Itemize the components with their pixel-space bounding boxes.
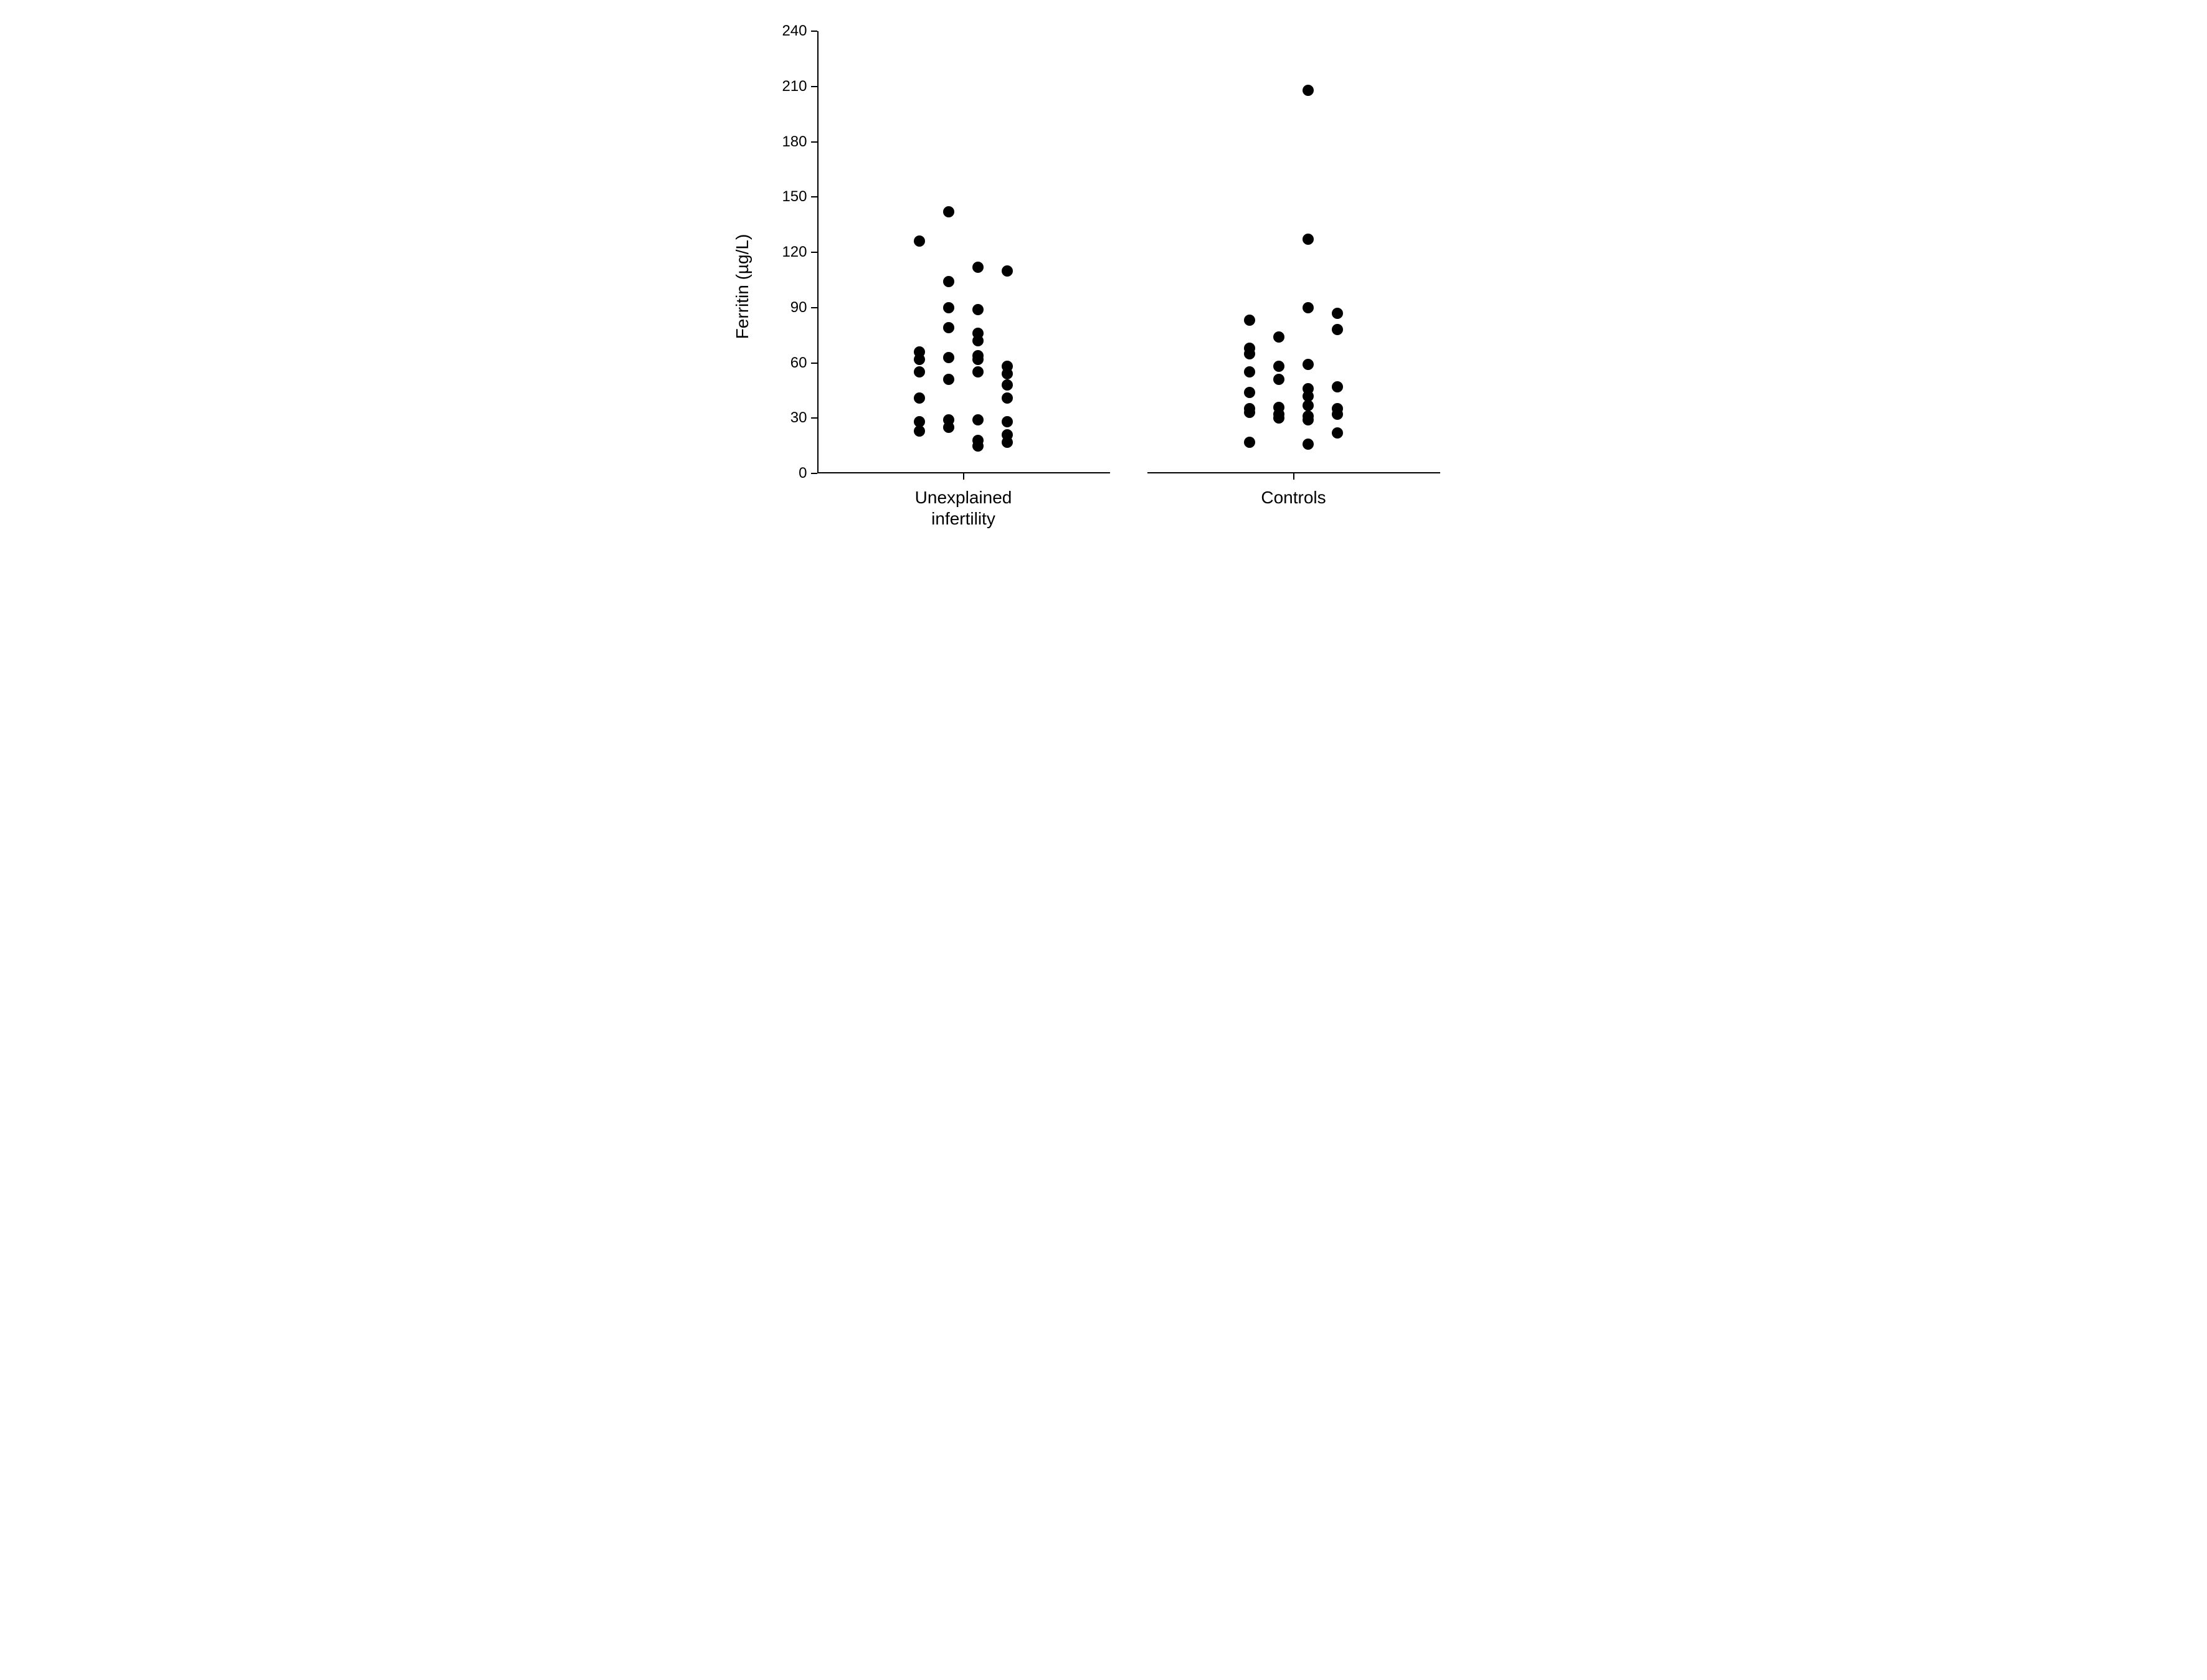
data-point bbox=[914, 235, 925, 247]
data-point bbox=[972, 304, 984, 315]
data-point bbox=[1273, 331, 1284, 343]
data-point bbox=[943, 322, 954, 333]
y-tick-label: 150 bbox=[782, 188, 807, 206]
plot-area: 0306090120150180210240Unexplainedinferti… bbox=[817, 31, 1440, 473]
panel-controls: Controls bbox=[1147, 31, 1440, 473]
data-point bbox=[1303, 234, 1314, 245]
data-point bbox=[972, 328, 984, 339]
x-tick bbox=[1293, 473, 1294, 480]
data-point bbox=[1303, 411, 1314, 422]
y-tick-label: 180 bbox=[782, 133, 807, 151]
y-tick-label: 120 bbox=[782, 244, 807, 261]
data-point bbox=[972, 366, 984, 377]
data-point bbox=[1303, 85, 1314, 96]
data-point bbox=[1002, 429, 1013, 440]
data-point bbox=[943, 414, 954, 425]
data-point bbox=[1273, 402, 1284, 413]
y-tick-label: 240 bbox=[782, 22, 807, 40]
data-point bbox=[1273, 361, 1284, 372]
y-tick bbox=[811, 417, 817, 419]
data-point bbox=[972, 350, 984, 361]
data-point bbox=[1303, 302, 1314, 313]
panel-unexplained: Unexplainedinfertility bbox=[817, 31, 1110, 473]
y-tick bbox=[811, 31, 817, 32]
data-point bbox=[1244, 403, 1255, 414]
data-point bbox=[943, 374, 954, 385]
data-point bbox=[943, 352, 954, 363]
data-point bbox=[914, 346, 925, 358]
data-point bbox=[972, 435, 984, 446]
data-point bbox=[1303, 383, 1314, 394]
data-point bbox=[1002, 392, 1013, 404]
data-point bbox=[1244, 387, 1255, 398]
data-point bbox=[1244, 315, 1255, 326]
data-point bbox=[1332, 381, 1343, 392]
x-tick-label: Unexplainedinfertility bbox=[915, 487, 1012, 529]
data-point bbox=[1002, 379, 1013, 391]
y-tick-label: 90 bbox=[790, 299, 807, 316]
data-point bbox=[1332, 324, 1343, 335]
data-point bbox=[914, 392, 925, 404]
y-tick bbox=[811, 473, 817, 474]
data-point bbox=[1332, 403, 1343, 414]
data-point bbox=[914, 416, 925, 427]
y-tick bbox=[811, 86, 817, 87]
ferritin-scatter-chart: Ferritin (µg/L) 0306090120150180210240Un… bbox=[761, 25, 1446, 548]
data-point bbox=[1002, 265, 1013, 277]
y-tick-label: 60 bbox=[790, 354, 807, 372]
data-point bbox=[1273, 374, 1284, 385]
data-point bbox=[1303, 359, 1314, 370]
data-point bbox=[1244, 366, 1255, 377]
data-point bbox=[943, 302, 954, 313]
y-axis-label: Ferritin (µg/L) bbox=[733, 234, 752, 339]
data-point bbox=[1332, 427, 1343, 439]
data-point bbox=[972, 414, 984, 425]
y-tick bbox=[811, 141, 817, 143]
x-tick bbox=[963, 473, 964, 480]
data-point bbox=[972, 262, 984, 273]
y-tick bbox=[811, 363, 817, 364]
data-point bbox=[1303, 439, 1314, 450]
y-tick bbox=[811, 252, 817, 253]
data-point bbox=[1002, 416, 1013, 427]
data-point bbox=[1244, 343, 1255, 354]
y-tick bbox=[811, 307, 817, 308]
x-tick-label: Controls bbox=[1261, 487, 1326, 508]
data-point bbox=[1002, 361, 1013, 372]
y-tick-label: 210 bbox=[782, 78, 807, 95]
data-point bbox=[1244, 437, 1255, 448]
data-point bbox=[914, 366, 925, 377]
data-point bbox=[943, 276, 954, 287]
y-tick-label: 30 bbox=[790, 409, 807, 427]
data-point bbox=[1332, 308, 1343, 319]
y-tick-label: 0 bbox=[799, 465, 807, 482]
y-tick bbox=[811, 196, 817, 197]
data-point bbox=[943, 206, 954, 217]
